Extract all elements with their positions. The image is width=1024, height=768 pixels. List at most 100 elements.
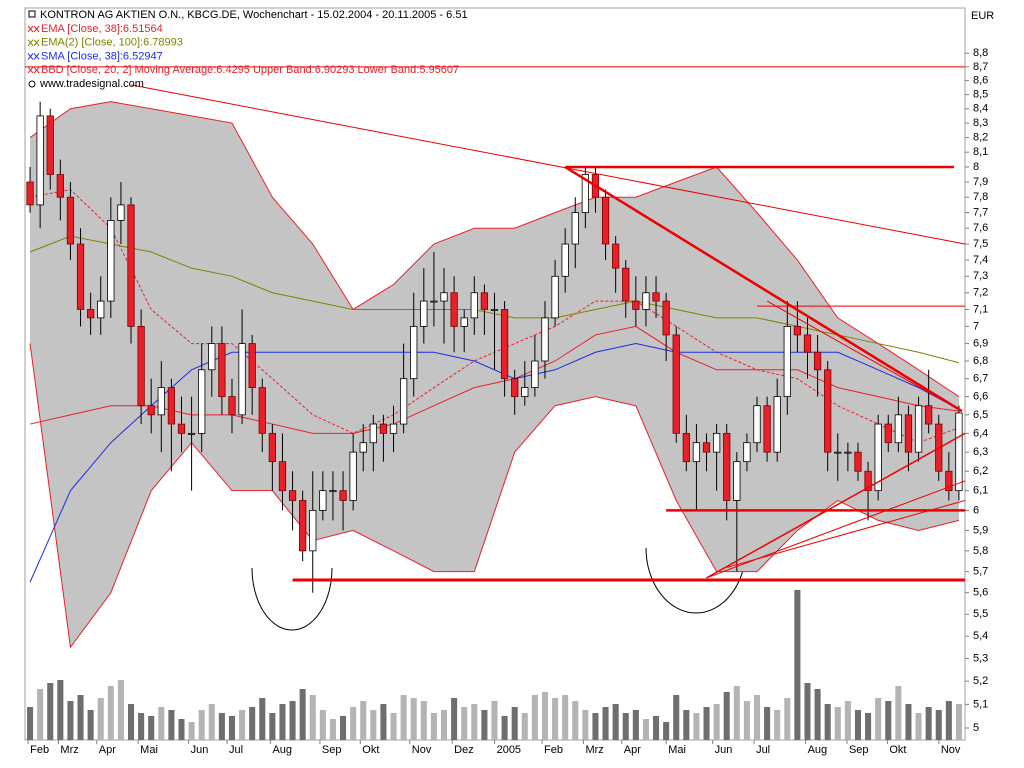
y-tick-label: 7,5: [973, 238, 988, 250]
y-tick-label: 7,6: [973, 222, 988, 234]
volume-bar: [410, 698, 417, 740]
candle-body: [642, 292, 650, 310]
volume-bar: [552, 698, 559, 740]
candle-body: [783, 325, 791, 398]
volume-bar: [87, 710, 94, 740]
volume-bar: [562, 695, 569, 740]
volume-bar: [228, 716, 236, 740]
candle-body: [430, 300, 438, 303]
indicator-line: [29, 325, 960, 434]
volume-bar: [158, 707, 165, 740]
volume-bar: [703, 707, 710, 740]
candle-body: [86, 309, 95, 319]
candle-body: [167, 387, 176, 425]
volume-bar: [390, 713, 397, 740]
candle-body: [541, 317, 549, 362]
y-tick-label: 7,3: [973, 270, 988, 282]
volume-bar: [814, 689, 821, 740]
y-tick-label: 7,4: [973, 254, 988, 266]
y-tick-label: 6,5: [973, 409, 988, 421]
candle-body: [127, 204, 135, 327]
candle-body: [369, 423, 377, 444]
legend-icon: [27, 25, 34, 33]
x-tick-label: Jul: [756, 744, 770, 756]
y-tick-label: 8,5: [973, 89, 988, 101]
candle-body: [733, 461, 741, 501]
x-tick-label: Feb: [30, 744, 49, 756]
candle-body: [712, 432, 721, 453]
legend-icon: [27, 39, 34, 47]
volume-bar: [723, 692, 730, 740]
candle-body: [389, 423, 398, 434]
legend-icon: [33, 25, 40, 33]
volume-bar: [501, 716, 508, 740]
volume-bar: [743, 701, 750, 740]
candle-body: [66, 196, 75, 245]
legend-entry: EMA(2) [Close, 100]:6.78993: [41, 37, 183, 49]
y-tick-label: 5,3: [973, 652, 988, 664]
candle-body: [56, 174, 64, 198]
y-tick-label: 5: [973, 722, 979, 734]
y-tick-label: 8,6: [973, 75, 988, 87]
legend-icon: [27, 53, 34, 60]
candle-body: [470, 292, 478, 319]
y-tick-label: 6,3: [973, 446, 988, 458]
candle-body: [26, 181, 34, 206]
volume-bar: [107, 686, 114, 740]
volume-bar: [622, 713, 629, 740]
y-tick-label: 7: [973, 320, 979, 332]
candle-body: [107, 220, 115, 302]
candle-body: [601, 196, 610, 245]
y-tick-label: 6,1: [973, 485, 988, 497]
y-tick-label: 8: [973, 161, 979, 173]
y-tick-label: 5,9: [973, 524, 988, 536]
x-tick-label: Aug: [272, 744, 292, 756]
indicator-line: [29, 343, 960, 649]
volume-bar: [370, 710, 377, 740]
volume-bar: [713, 704, 720, 740]
volume-bar: [572, 701, 579, 740]
volume-bar: [753, 695, 761, 740]
volume-bar: [97, 698, 104, 740]
candle-body: [379, 423, 388, 434]
candle-body: [803, 334, 812, 353]
candle-body: [117, 204, 125, 221]
volume-bar: [673, 695, 680, 740]
pattern-arc: [645, 547, 747, 614]
y-tick-label: 6: [973, 504, 979, 516]
y-tick-label: 5,5: [973, 608, 988, 620]
volume-bar: [67, 701, 74, 740]
candle-body: [420, 300, 428, 327]
volume-bar: [794, 590, 801, 740]
volume-bar: [420, 701, 427, 740]
volume-bar: [885, 701, 892, 740]
candle-body: [36, 115, 44, 206]
candle-body: [349, 451, 357, 501]
volume-bar: [400, 695, 407, 740]
volume-bar: [249, 707, 256, 740]
candle-body: [834, 451, 842, 454]
y-tick-label: 8,8: [973, 47, 988, 59]
candle-body: [157, 387, 165, 416]
candle-body: [692, 442, 701, 463]
y-tick-label: 6,2: [973, 465, 988, 477]
volume-bar: [309, 695, 316, 740]
candle-body: [177, 423, 186, 434]
x-tick-label: Apr: [99, 744, 116, 756]
y-tick-label: 5,2: [973, 675, 988, 687]
volume-bar: [824, 704, 831, 740]
candle-body: [97, 300, 105, 319]
volume-bar: [57, 680, 64, 740]
candle-body: [622, 267, 630, 302]
volume-bar: [935, 710, 942, 740]
y-tick-label: 7,9: [973, 176, 988, 188]
candle-body: [632, 300, 640, 310]
y-tick-label: 8,2: [973, 131, 988, 143]
volume-bar: [582, 710, 589, 740]
x-tick-label: 2005: [497, 744, 521, 756]
candle-body: [854, 451, 862, 472]
volume-bar: [27, 707, 34, 740]
volume-bar: [774, 710, 781, 740]
volume-bar: [259, 698, 266, 740]
